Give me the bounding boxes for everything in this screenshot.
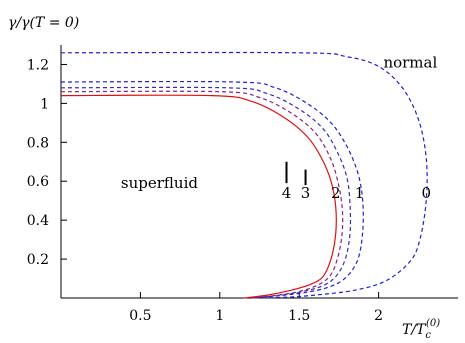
- series-4-line: [60, 94, 337, 299]
- y-axis-title: γ/γ(T = 0): [8, 15, 79, 31]
- ticks: 0.5 1 1.5 2 0.2 0.4 0.6 0.8 1 1.2: [27, 57, 383, 324]
- curve-label-3: 3: [301, 184, 311, 202]
- region-label-superfluid: superfluid: [121, 174, 198, 192]
- y-tick-label: 0.2: [27, 252, 49, 268]
- series: [60, 51, 428, 299]
- y-tick-label: 0.8: [27, 135, 49, 151]
- curve-label-2: 2: [331, 184, 341, 202]
- axes: [60, 45, 458, 299]
- y-tick-label: 1: [40, 96, 49, 112]
- x-tick-label: 2: [374, 308, 383, 324]
- y-tick-label: 1.2: [27, 57, 49, 73]
- series-1-line: [60, 80, 364, 299]
- curve-label-1: 1: [355, 184, 365, 202]
- x-axis-title: T/Tc(0): [402, 318, 440, 341]
- series-2-line: [60, 86, 352, 299]
- x-tick-label: 1.5: [288, 308, 310, 324]
- curve-label-4: 4: [282, 184, 292, 202]
- x-tick-label: 0.5: [129, 308, 151, 324]
- x-tick-label: 1: [215, 308, 224, 324]
- labels: normal superfluid 4 3 2 1 0: [121, 54, 438, 202]
- series-3-line: [60, 90, 344, 299]
- curve-label-0: 0: [421, 184, 431, 202]
- y-tick-label: 0.4: [27, 213, 49, 229]
- y-tick-label: 0.6: [27, 174, 49, 190]
- series-0-line: [60, 51, 428, 299]
- region-label-normal: normal: [383, 54, 437, 72]
- markers: [285, 161, 307, 186]
